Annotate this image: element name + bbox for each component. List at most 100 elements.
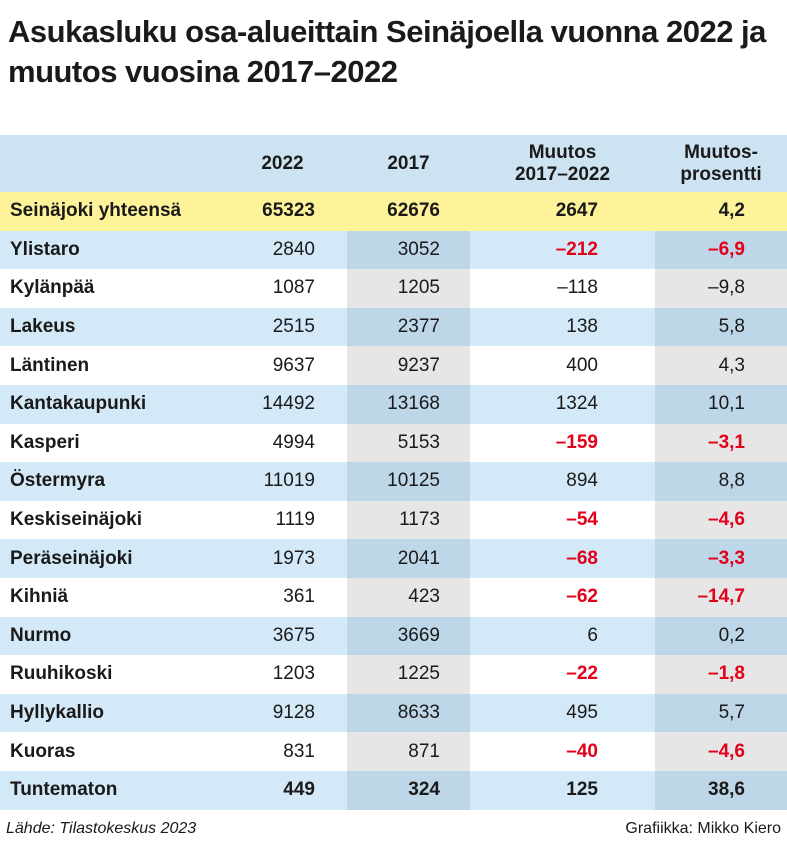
table-cell: 9637 bbox=[272, 354, 315, 376]
table-cell: 894 bbox=[470, 462, 655, 501]
table-cell: 2041 bbox=[347, 539, 470, 578]
table-cell: –4,6 bbox=[655, 500, 787, 540]
table-cell: –4,6 bbox=[655, 732, 787, 771]
column-header: 2017 bbox=[347, 135, 470, 192]
table-cell: 8633 bbox=[347, 693, 470, 733]
table-cell: 2515 bbox=[218, 307, 347, 347]
table-cell: 2377 bbox=[347, 307, 470, 347]
column-header: Muutos- prosentti bbox=[655, 135, 787, 192]
table-cell: –9,8 bbox=[655, 269, 787, 308]
table-cell: –6,9 bbox=[655, 230, 787, 270]
row-label: Läntinen bbox=[10, 354, 90, 376]
table-cell: 4,2 bbox=[655, 192, 787, 231]
row-label: Lakeus bbox=[0, 307, 218, 347]
title: Asukasluku osa-alueittain Seinäjoella vu… bbox=[8, 14, 766, 89]
row-label: Tuntematon bbox=[0, 770, 218, 810]
table-cell: 495 bbox=[470, 693, 655, 733]
table-row: Hyllykallio 9128 8633 495 5,7 bbox=[0, 693, 787, 733]
table-cell: 62676 bbox=[347, 192, 470, 231]
table-row: Östermyra 11019 10125 894 8,8 bbox=[0, 462, 787, 501]
table-cell: 324 bbox=[347, 770, 470, 810]
table-cell: 1087 bbox=[272, 277, 315, 299]
row-label: Seinäjoki yhteensä bbox=[0, 192, 218, 231]
table-cell: 1973 bbox=[218, 539, 347, 578]
table-row: Tuntematon 449 324 125 38,6 bbox=[0, 770, 787, 810]
table-cell: 1173 bbox=[347, 500, 470, 540]
row-label: Kihniä bbox=[10, 586, 69, 608]
table-cell: 3052 bbox=[347, 230, 470, 270]
table-cell: 831 bbox=[283, 740, 315, 762]
table-cell: 1225 bbox=[347, 655, 470, 694]
table-cell: 5,7 bbox=[655, 693, 787, 733]
table-row: Peräseinäjoki 1973 2041 –68 –3,3 bbox=[0, 539, 787, 578]
table-cell: 4994 bbox=[272, 431, 315, 453]
table-cell: 65323 bbox=[218, 192, 347, 231]
table-cell: 361 bbox=[283, 586, 315, 608]
table-cell: 2840 bbox=[218, 230, 347, 270]
row-label: Nurmo bbox=[0, 616, 218, 656]
header-row: 2022 2017 Muutos 2017–2022 Muutos- prosentt… bbox=[0, 135, 787, 192]
table-cell: –68 bbox=[470, 539, 655, 578]
table-row: Kasperi 4994 5153 –159 –3,1 bbox=[0, 423, 787, 463]
table-body: Seinäjoki yhteensä 65323 62676 2647 4,2 Ylist… bbox=[0, 192, 787, 810]
row-label: Ylistaro bbox=[0, 230, 218, 270]
table-row: Keskiseinäjoki 1119 1173 –54 –4,6 bbox=[0, 500, 787, 540]
table-cell: –3,3 bbox=[655, 539, 787, 578]
table-cell: 871 bbox=[347, 732, 470, 771]
table-cell: –159 bbox=[555, 431, 598, 453]
row-label: Keskiseinäjoki bbox=[10, 509, 143, 531]
source: Lähde: Tilastokeskus 2023 bbox=[6, 820, 197, 837]
population-table: 2022 2017 Muutos 2017–2022 Muutos- prosentt… bbox=[0, 135, 787, 810]
table-cell: –22 bbox=[566, 663, 598, 685]
table-cell: 1119 bbox=[275, 509, 315, 531]
table-cell: 9237 bbox=[347, 346, 470, 385]
table-cell: 125 bbox=[470, 770, 655, 810]
table-cell: 0,2 bbox=[655, 616, 787, 656]
table-cell: 3669 bbox=[347, 616, 470, 656]
table-cell: 38,6 bbox=[655, 770, 787, 810]
table-row: Nurmo 3675 3669 6 0,2 bbox=[0, 616, 787, 656]
column-header bbox=[0, 135, 218, 192]
table-row: Kuoras 831 871 –40 –4,6 bbox=[0, 732, 787, 771]
table-cell: –40 bbox=[566, 740, 598, 762]
table-cell: 8,8 bbox=[655, 462, 787, 501]
table-cell: 14492 bbox=[218, 384, 347, 424]
table-row: Ruuhikoski 1203 1225 –22 –1,8 bbox=[0, 655, 787, 694]
row-label: Kasperi bbox=[10, 431, 80, 453]
table-cell: 13168 bbox=[347, 384, 470, 424]
table-cell: –3,1 bbox=[655, 423, 787, 463]
table-cell: 1205 bbox=[347, 269, 470, 308]
table-cell: 2647 bbox=[470, 192, 655, 231]
table-cell: –212 bbox=[470, 230, 655, 270]
row-label: Östermyra bbox=[0, 462, 218, 501]
table-row: Kantakaupunki 14492 13168 1324 10,1 bbox=[0, 384, 787, 424]
credit: Grafiikka: Mikko Kiero bbox=[625, 820, 781, 837]
row-label: Ruuhikoski bbox=[10, 663, 113, 685]
table-cell: 1203 bbox=[272, 663, 315, 685]
row-label: Kylänpää bbox=[10, 277, 95, 299]
table-cell: 1324 bbox=[470, 384, 655, 424]
row-label: Hyllykallio bbox=[0, 693, 218, 733]
row-label: Peräseinäjoki bbox=[0, 539, 218, 578]
table-cell: 138 bbox=[470, 307, 655, 347]
table-cell: 10,1 bbox=[655, 384, 787, 424]
table-row: Läntinen 9637 9237 400 4,3 bbox=[0, 346, 787, 385]
table-cell: –62 bbox=[566, 586, 598, 608]
table-row: Ylistaro 2840 3052 –212 –6,9 bbox=[0, 230, 787, 270]
table-cell: 6 bbox=[470, 616, 655, 656]
table-cell: 423 bbox=[347, 577, 470, 617]
table-cell: 3675 bbox=[218, 616, 347, 656]
table-cell: 11019 bbox=[218, 462, 347, 501]
table-cell: 4,3 bbox=[655, 346, 787, 385]
table-cell: –14,7 bbox=[655, 577, 787, 617]
column-header: 2022 bbox=[218, 135, 347, 192]
table-cell: 10125 bbox=[347, 462, 470, 501]
table-cell: –1,8 bbox=[655, 655, 787, 694]
row-label: Kantakaupunki bbox=[0, 384, 218, 424]
table-row: Kylänpää 1087 1205 –118 –9,8 bbox=[0, 269, 787, 308]
table-cell: 5153 bbox=[347, 423, 470, 463]
column-header: Muutos 2017–2022 bbox=[470, 135, 655, 192]
row-label: Kuoras bbox=[10, 740, 76, 762]
table-cell: 9128 bbox=[218, 693, 347, 733]
